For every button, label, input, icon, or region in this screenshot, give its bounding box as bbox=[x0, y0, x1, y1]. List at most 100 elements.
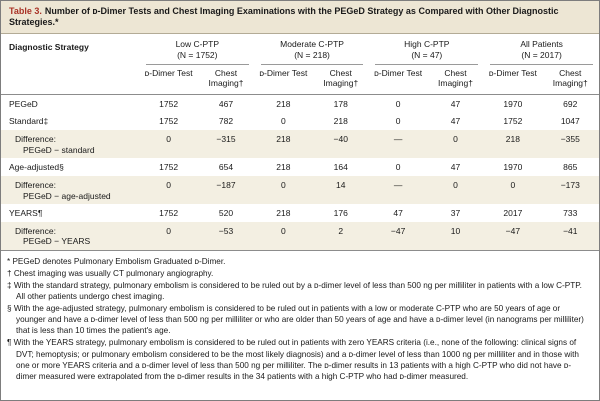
cell-value: 47 bbox=[450, 98, 461, 109]
footnote-section-mark: § With the age-adjusted strategy, pulmon… bbox=[7, 303, 584, 336]
table-row: YEARS¶ 1752 520 218 176 47 37 2017 733 bbox=[1, 204, 599, 222]
cell-value: — bbox=[393, 179, 403, 190]
cell-value: 164 bbox=[333, 162, 348, 173]
table-row: Difference: PEGeD − standard 0 −315 218 −40 — 0… bbox=[1, 130, 599, 159]
cell-value: 0 bbox=[280, 179, 286, 190]
column-header-strategy: Diagnostic Strategy bbox=[9, 41, 89, 52]
footnote-double-dagger: ‡ With the standard strategy, pulmonary … bbox=[7, 280, 582, 302]
cell-value: −315 bbox=[216, 134, 236, 145]
cell-value: 654 bbox=[218, 162, 234, 173]
cell-value: 218 bbox=[276, 208, 291, 219]
cell-value: 2 bbox=[338, 225, 344, 236]
cell-value: 1752 bbox=[159, 116, 179, 127]
column-group-all-patients: All Patients (N = 2017) bbox=[484, 34, 599, 65]
cell-value: 14 bbox=[336, 179, 346, 190]
column-subheader-ddimer: ᴅ-Dimer Test bbox=[144, 67, 193, 78]
table-row: PEGeD 1752 467 218 178 0 47 1970 692 bbox=[1, 94, 599, 112]
cell-value: 2017 bbox=[503, 208, 523, 219]
cell-value: 0 bbox=[280, 225, 286, 236]
cell-value: 692 bbox=[563, 98, 578, 109]
cell-value: 47 bbox=[393, 208, 403, 219]
column-subheader-ddimer: ᴅ-Dimer Test bbox=[488, 67, 537, 78]
column-subheader-imaging: Chest Imaging† bbox=[552, 67, 588, 89]
cell-value: −355 bbox=[560, 134, 580, 145]
cell-value: 218 bbox=[276, 98, 291, 109]
subheader-row: ᴅ-Dimer Test Chest Imaging† ᴅ-Dimer Test… bbox=[1, 65, 599, 95]
row-label: Difference: PEGeD − standard bbox=[15, 134, 95, 155]
column-group-moderate-cptp: Moderate C-PTP (N = 218) bbox=[255, 34, 370, 65]
footnotes-section: * PEGeD denotes Pulmonary Embolism Gradu… bbox=[1, 251, 599, 387]
footnote-dagger: † Chest imaging was usually CT pulmonary… bbox=[7, 268, 214, 278]
column-group-high-cptp: High C-PTP (N = 47) bbox=[369, 34, 484, 65]
column-subheader-imaging: Chest Imaging† bbox=[438, 67, 473, 89]
cell-value: 218 bbox=[276, 162, 291, 173]
group-name: Moderate C-PTP bbox=[280, 38, 344, 49]
cell-value: −47 bbox=[390, 225, 406, 236]
cell-value: −40 bbox=[333, 134, 348, 145]
cell-value: 218 bbox=[505, 134, 520, 145]
table-row: Age-adjusted§ 1752 654 218 164 0 47 1970 865 bbox=[1, 158, 599, 176]
cell-value: 520 bbox=[218, 208, 234, 219]
column-group-low-cptp: Low C-PTP (N = 1752) bbox=[140, 34, 255, 65]
cell-value: 0 bbox=[166, 134, 171, 145]
cell-value: 0 bbox=[453, 134, 458, 145]
cell-value: 0 bbox=[453, 179, 458, 190]
table-title-text: Number of ᴅ-Dimer Tests and Chest Imagin… bbox=[9, 6, 559, 28]
table-number: Table 3. bbox=[9, 6, 42, 16]
cell-value: 782 bbox=[218, 116, 234, 127]
row-label: Difference: PEGeD − age-adjusted bbox=[15, 179, 111, 201]
cell-value: 0 bbox=[510, 179, 516, 190]
group-name: All Patients bbox=[520, 38, 563, 49]
cell-value: — bbox=[393, 134, 403, 145]
cell-value: 178 bbox=[333, 98, 348, 109]
cell-value: 37 bbox=[450, 208, 461, 219]
footnote-pilcrow: ¶ With the YEARS strategy, pulmonary emb… bbox=[7, 338, 579, 382]
row-label: Standard‡ bbox=[9, 116, 49, 127]
column-subheader-ddimer: ᴅ-Dimer Test bbox=[374, 67, 423, 78]
group-name: High C-PTP bbox=[404, 38, 450, 49]
cell-value: 1970 bbox=[503, 98, 523, 109]
cell-value: −47 bbox=[505, 225, 521, 236]
cell-value: 1752 bbox=[159, 162, 179, 173]
table-row: Difference: PEGeD − age-adjusted 0 −187 0 14 —… bbox=[1, 175, 599, 205]
cell-value: 218 bbox=[333, 116, 348, 127]
cell-value: −173 bbox=[560, 179, 580, 190]
cell-value: 10 bbox=[450, 225, 461, 236]
cell-value: 1752 bbox=[159, 208, 179, 219]
cell-value: 47 bbox=[450, 162, 461, 173]
cell-value: −187 bbox=[216, 179, 236, 190]
footnote-asterisk: * PEGeD denotes Pulmonary Embolism Gradu… bbox=[7, 257, 226, 267]
group-n: (N = 47) bbox=[411, 49, 443, 60]
column-subheader-imaging: Chest Imaging† bbox=[208, 67, 244, 89]
column-subheader-ddimer: ᴅ-Dimer Test bbox=[259, 67, 308, 78]
row-label: Difference: PEGeD − YEARS bbox=[15, 225, 91, 247]
group-n: (N = 218) bbox=[294, 49, 330, 60]
group-name: Low C-PTP bbox=[175, 38, 220, 49]
cell-value: 0 bbox=[166, 225, 171, 236]
cell-value: 865 bbox=[563, 162, 578, 173]
cell-value: 47 bbox=[450, 116, 461, 127]
cell-value: 1047 bbox=[560, 116, 580, 127]
table-row: Standard‡ 1752 782 0 218 0 47 1752 1047 bbox=[1, 112, 599, 130]
cell-value: 0 bbox=[395, 116, 401, 127]
cell-value: 0 bbox=[395, 162, 401, 173]
cell-value: 176 bbox=[333, 208, 348, 219]
cell-value: 1752 bbox=[503, 116, 523, 127]
table-row: Difference: PEGeD − YEARS 0 −53 0 2 −47 10 −47 −4… bbox=[1, 221, 599, 251]
table-body: PEGeD 1752 467 218 178 0 47 1970 692 Standard‡ 175… bbox=[1, 94, 599, 251]
column-subheader-imaging: Chest Imaging† bbox=[323, 67, 359, 89]
cell-value: 733 bbox=[563, 208, 578, 219]
row-label: YEARS¶ bbox=[9, 208, 43, 219]
cell-value: 467 bbox=[218, 98, 234, 109]
table-header: Diagnostic Strategy Low C-PTP (N = 1752)… bbox=[1, 34, 599, 95]
cell-value: −41 bbox=[563, 225, 578, 236]
cell-value: −53 bbox=[218, 225, 234, 236]
cell-value: 1752 bbox=[159, 98, 179, 109]
group-n: (N = 1752) bbox=[177, 49, 218, 60]
cell-value: 0 bbox=[280, 116, 286, 127]
cell-value: 1970 bbox=[503, 162, 523, 173]
table-title-bar: Table 3. Number of ᴅ-Dimer Tests and Ches… bbox=[1, 1, 599, 34]
row-label: Age-adjusted§ bbox=[9, 162, 64, 173]
group-header-row: Diagnostic Strategy Low C-PTP (N = 1752)… bbox=[1, 34, 599, 65]
